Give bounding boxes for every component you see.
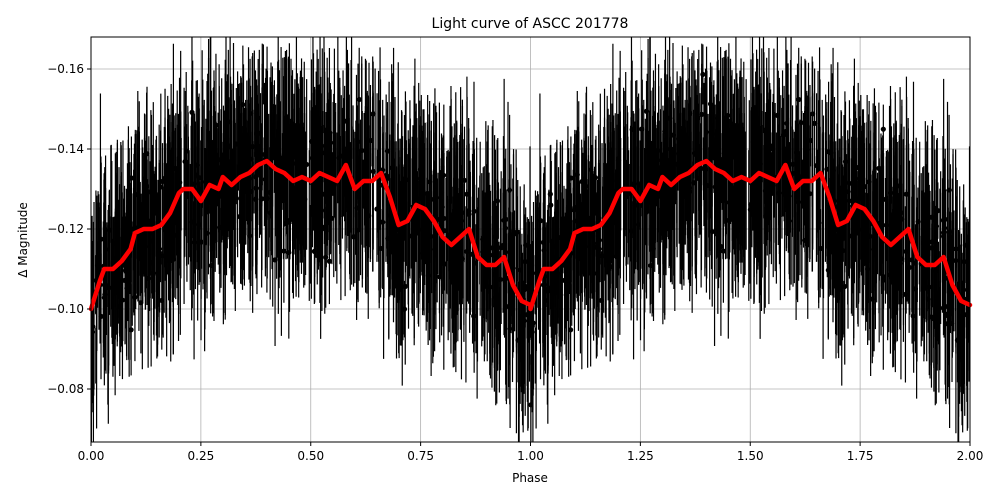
y-axis-ticks: −0.16 −0.14 −0.12 −0.10 −0.08 <box>47 62 91 396</box>
x-tick-label: 0.25 <box>188 449 215 463</box>
x-tick-label: 0.75 <box>407 449 434 463</box>
y-tick-label: −0.16 <box>47 62 84 76</box>
x-tick-label: 0.50 <box>297 449 324 463</box>
y-tick-label: −0.08 <box>47 382 84 396</box>
x-tick-label: 1.75 <box>847 449 874 463</box>
y-axis-label: Δ Magnitude <box>16 202 30 278</box>
chart-title: Light curve of ASCC 201778 <box>432 16 629 32</box>
x-axis-ticks: 0.00 0.25 0.50 0.75 1.00 1.25 1.50 1.75 2.00 <box>78 442 984 463</box>
y-tick-label: −0.14 <box>47 142 84 156</box>
x-tick-label: 2.00 <box>957 449 984 463</box>
x-tick-label: 1.00 <box>517 449 544 463</box>
x-axis-label: Phase <box>512 471 548 485</box>
y-tick-label: −0.12 <box>47 222 84 236</box>
x-tick-label: 1.50 <box>737 449 764 463</box>
y-tick-label: −0.10 <box>47 302 84 316</box>
x-tick-label: 1.25 <box>627 449 654 463</box>
model-curve <box>88 158 973 312</box>
x-tick-label: 0.00 <box>78 449 105 463</box>
